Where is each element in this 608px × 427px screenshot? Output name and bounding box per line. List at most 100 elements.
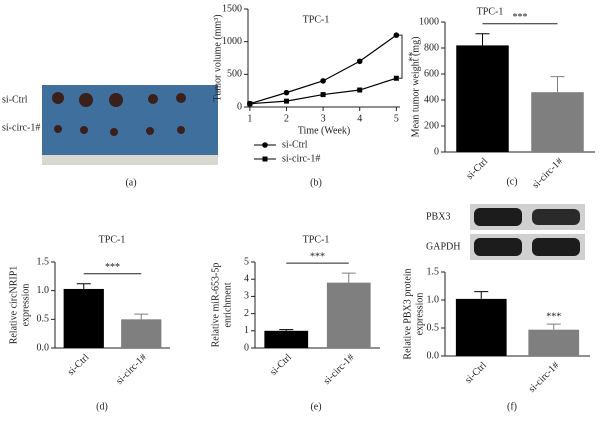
y-tick-label: 1.5 bbox=[37, 256, 50, 267]
significance: *** bbox=[105, 262, 120, 273]
y-tick-label: 0.5 bbox=[37, 314, 50, 325]
caption: (a) bbox=[125, 177, 136, 188]
y-axis-label: Relative miR-653-5p bbox=[210, 263, 221, 348]
marker bbox=[320, 92, 326, 98]
marker bbox=[393, 32, 400, 38]
y-tick-label: 600 bbox=[424, 68, 439, 79]
y-tick-label: 1 bbox=[244, 325, 249, 336]
x-axis-label: Time (Week) bbox=[298, 125, 350, 136]
x-tick-label: si-circ-1# bbox=[530, 156, 565, 191]
y-tick-label: 200 bbox=[424, 120, 439, 131]
x-tick-label: si-Ctrl bbox=[464, 156, 490, 182]
bar bbox=[63, 288, 104, 348]
y-tick-label: 1000 bbox=[222, 36, 242, 47]
x-tick-label: 5 bbox=[394, 113, 399, 124]
bar bbox=[455, 298, 507, 356]
marker bbox=[320, 78, 326, 84]
caption: (b) bbox=[310, 177, 322, 188]
band-label: PBX3 bbox=[426, 211, 450, 222]
y-axis-label: expression bbox=[414, 293, 425, 336]
y-tick-label: 0 bbox=[434, 146, 439, 157]
x-tick-label: 3 bbox=[321, 113, 326, 124]
legend-label: si-Ctrl bbox=[282, 139, 308, 150]
photo bbox=[42, 85, 218, 155]
x-tick-label: 4 bbox=[357, 113, 362, 124]
error-bar bbox=[550, 76, 565, 93]
photo-label: si-circ-1# bbox=[2, 122, 40, 133]
x-tick-label: si-Ctrl bbox=[66, 352, 92, 378]
y-axis-label: Relative PBX3 protein bbox=[402, 268, 413, 359]
photo-panel: si-Ctrl si-circ-1# (a) bbox=[2, 85, 218, 188]
y-tick-label: 0.5 bbox=[427, 322, 440, 333]
legend-marker bbox=[262, 142, 268, 148]
y-axis-label: Mean tumor weight (mg) bbox=[410, 37, 421, 138]
marker bbox=[393, 75, 399, 81]
error-bar bbox=[279, 329, 294, 331]
significance: *** bbox=[310, 251, 325, 262]
y-tick-label: 2 bbox=[244, 308, 249, 319]
y-tick-label: 0.0 bbox=[37, 342, 50, 353]
error-bar bbox=[546, 323, 561, 330]
y-axis-label: Relative circNRIP1 bbox=[8, 266, 19, 345]
significance: *** bbox=[513, 12, 528, 23]
caption: (f) bbox=[507, 401, 517, 412]
significance-bracket bbox=[399, 34, 403, 79]
x-tick-label: si-circ-1# bbox=[527, 360, 562, 395]
bar bbox=[326, 282, 371, 348]
x-tick-label: si-circ-1# bbox=[114, 352, 149, 387]
chart-title: TPC-1 bbox=[303, 234, 330, 245]
y-axis-label: expression bbox=[20, 284, 31, 327]
y-tick-label: 0 bbox=[237, 101, 242, 112]
y-tick-label: 4 bbox=[244, 273, 249, 284]
y-tick-label: 5 bbox=[244, 256, 249, 267]
error-bar bbox=[134, 313, 149, 320]
bar bbox=[528, 329, 580, 356]
photo-label: si-Ctrl bbox=[2, 94, 28, 105]
y-tick-label: 0.0 bbox=[427, 350, 440, 361]
x-tick-label: si-Ctrl bbox=[268, 352, 294, 378]
y-tick-label: 1.0 bbox=[37, 285, 50, 296]
marker bbox=[283, 98, 289, 104]
legend-label: si-circ-1# bbox=[282, 153, 320, 164]
blot-panel: TPC-1 PBX3 GAPDH bbox=[426, 204, 585, 260]
bar bbox=[121, 319, 162, 348]
caption: (d) bbox=[96, 401, 108, 412]
caption: (e) bbox=[310, 401, 321, 412]
y-tick-label: 3 bbox=[244, 291, 249, 302]
chart-title: TPC-1 bbox=[303, 14, 330, 25]
y-tick-label: 400 bbox=[424, 94, 439, 105]
y-axis-label: enrichment bbox=[222, 282, 233, 327]
y-tick-label: 1000 bbox=[419, 16, 439, 27]
marker bbox=[356, 58, 363, 65]
significance: ** bbox=[403, 52, 414, 62]
x-tick-label: 2 bbox=[284, 113, 289, 124]
bar bbox=[264, 330, 309, 348]
marker bbox=[247, 101, 253, 107]
chart-title: TPC-1 bbox=[477, 6, 504, 17]
marker bbox=[283, 89, 290, 96]
x-tick-label: si-Ctrl bbox=[463, 360, 489, 386]
y-tick-label: 1.0 bbox=[427, 294, 440, 305]
x-tick-label: 1 bbox=[247, 113, 252, 124]
error-bar bbox=[341, 272, 356, 283]
error-bar bbox=[76, 283, 91, 289]
ruler bbox=[42, 155, 218, 165]
y-axis-label: Tumor volume (mm³) bbox=[212, 14, 223, 101]
error-bar bbox=[475, 33, 490, 46]
band-label: GAPDH bbox=[426, 241, 460, 252]
error-bar bbox=[474, 291, 489, 299]
caption: (c) bbox=[506, 176, 517, 187]
bar bbox=[456, 45, 509, 152]
legend-marker bbox=[262, 156, 268, 162]
marker bbox=[357, 87, 363, 93]
y-tick-label: 800 bbox=[424, 42, 439, 53]
chart-title: TPC-1 bbox=[99, 234, 126, 245]
y-tick-label: 1.5 bbox=[427, 266, 440, 277]
y-tick-label: 500 bbox=[227, 69, 242, 80]
y-tick-label: 0 bbox=[244, 342, 249, 353]
x-tick-label: si-circ-1# bbox=[322, 352, 357, 387]
bar bbox=[531, 92, 584, 152]
significance: *** bbox=[546, 311, 561, 322]
y-tick-label: 1500 bbox=[222, 3, 242, 14]
